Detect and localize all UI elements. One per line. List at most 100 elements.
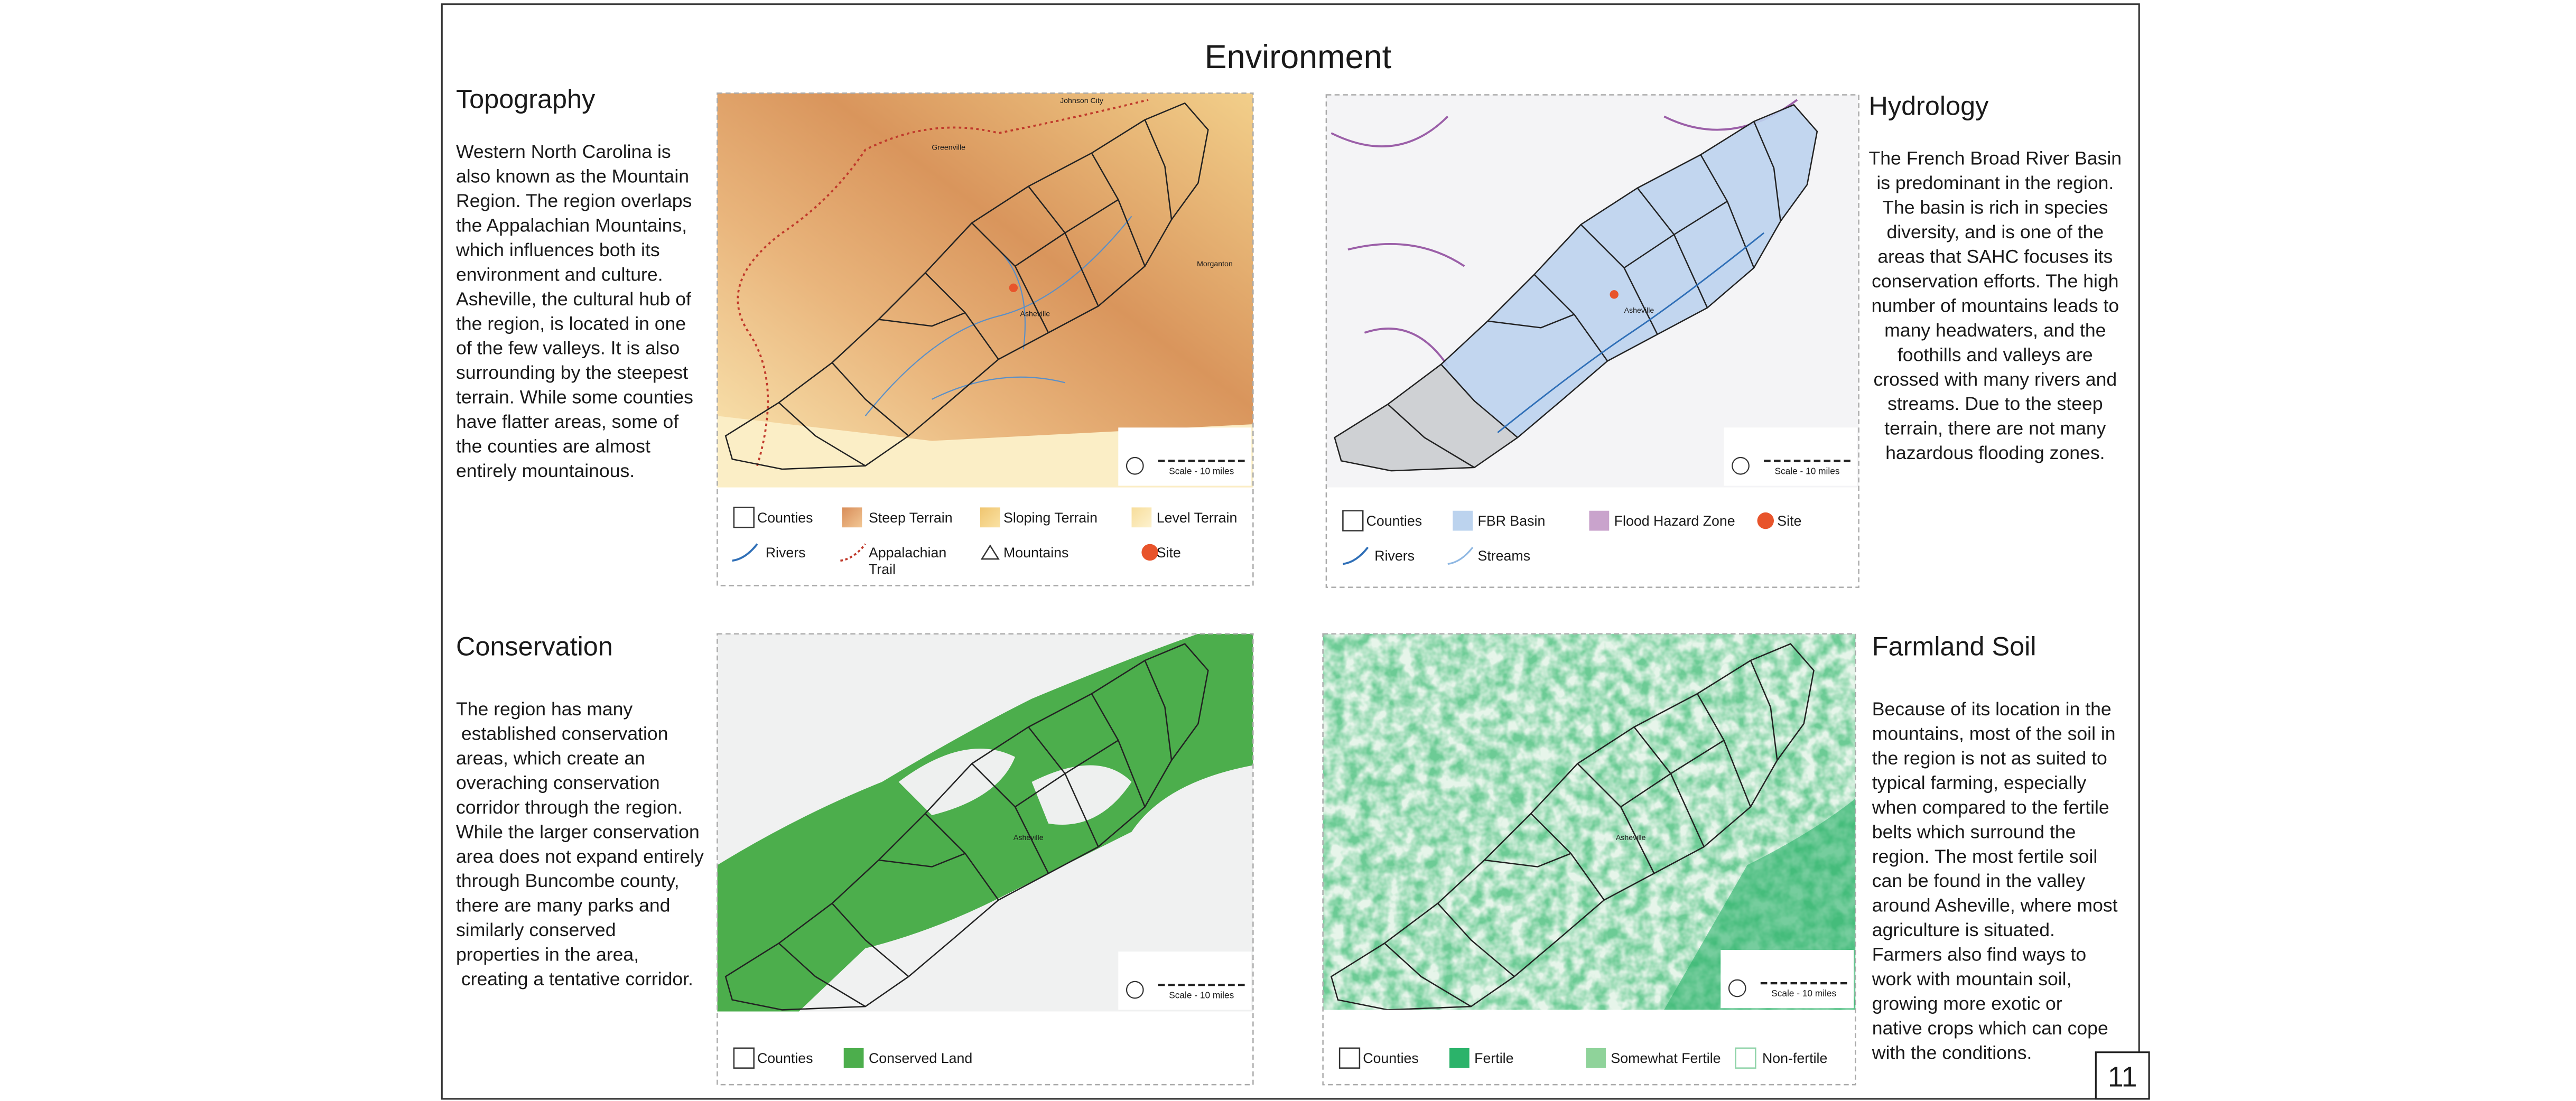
map-panel: [1322, 633, 1856, 1086]
legend-swatch: [843, 1048, 864, 1068]
map-panel: [717, 633, 1254, 1086]
body-line: area does not expand entirely: [456, 846, 704, 867]
body-line: similarly conserved: [456, 919, 616, 940]
other-basin: [1334, 364, 1518, 471]
body-line: region. The most fertile soil: [1872, 846, 2097, 867]
scale-label: Scale - 10 miles: [1774, 465, 1839, 476]
body-line: streams. Due to the steep: [1887, 393, 2103, 414]
scale-label: Scale - 10 miles: [1771, 988, 1836, 999]
site: [1610, 290, 1619, 299]
legend-swatch: [1343, 546, 1369, 565]
river: [1497, 232, 1764, 433]
map-label: Asheville: [1013, 834, 1044, 842]
body-line: is predominant in the region.: [1876, 172, 2114, 193]
counties-layer: [1334, 104, 1818, 472]
body-line: number of mountains leads to: [1871, 295, 2119, 316]
body-line: through Buncombe county,: [456, 870, 680, 891]
legend-swatch: [842, 507, 862, 528]
north-arrow: [1126, 456, 1144, 475]
legend-label: Conserved Land: [869, 1050, 972, 1066]
scale-label: Scale - 10 miles: [1169, 990, 1234, 1000]
body-line: around Asheville, where most: [1872, 895, 2118, 916]
legend-label: Fertile: [1474, 1050, 1513, 1066]
legend-swatch: [733, 1047, 755, 1069]
farmland-map: [1323, 633, 1856, 1010]
body-line: when compared to the fertile: [1872, 797, 2109, 818]
legend-label: Rivers: [1374, 548, 1415, 564]
body-line: there are many parks and: [456, 895, 670, 916]
legend-label: FBR Basin: [1477, 513, 1545, 529]
body-line: diversity, and is one of the: [1886, 221, 2104, 242]
body-line: belts which surround the: [1872, 821, 2076, 842]
legend-swatch: [1586, 1048, 1606, 1068]
rivers: [864, 216, 1132, 416]
map-label: Morganton: [1197, 260, 1233, 268]
legend-swatch: [980, 544, 1000, 560]
legend-label: Non-fertile: [1762, 1050, 1827, 1066]
body-line: Region. The region overlaps: [456, 190, 692, 211]
body-line: areas that SAHC focuses its: [1877, 246, 2113, 267]
body-line: growing more exotic or: [1872, 993, 2062, 1014]
body-line: work with mountain soil,: [1872, 968, 2072, 990]
legend-label: Streams: [1477, 548, 1530, 564]
legend-swatch: [1757, 512, 1774, 529]
scale-box: [1721, 950, 1854, 1009]
body-line: hazardous flooding zones.: [1885, 442, 2105, 463]
legend-label: Counties: [1366, 513, 1422, 529]
body-line: have flatter areas, some of: [456, 411, 678, 432]
legend-label: Site: [1157, 545, 1181, 561]
legend-swatch: [1453, 510, 1473, 531]
body-line: of the few valleys. It is also: [456, 338, 680, 359]
body-line: surrounding by the steepest: [456, 362, 688, 383]
body-line: Asheville, the cultural hub of: [456, 288, 691, 310]
section-heading: Topography: [456, 84, 596, 114]
legend-label: Somewhat Fertile: [1611, 1050, 1721, 1066]
body-line: terrain, there are not many: [1884, 418, 2106, 439]
legend-label: Rivers: [766, 545, 806, 561]
body-line: The basin is rich in species: [1882, 197, 2108, 218]
body-line: overaching conservation: [456, 772, 660, 793]
map-panel: [1325, 94, 1859, 588]
page-title: Environment: [1205, 39, 1392, 76]
body-line: properties in the area,: [456, 944, 639, 965]
body-line: The French Broad River Basin: [1869, 148, 2122, 169]
scale-box: [1118, 427, 1252, 486]
legend-label: Counties: [757, 510, 813, 526]
legend-swatch: [1447, 547, 1474, 565]
scale-box: [1118, 951, 1252, 1010]
body-line: Farmers also find ways to: [1872, 944, 2086, 965]
body-line: entirely mountainous.: [456, 460, 635, 481]
map-label: Johnson City: [1060, 97, 1104, 105]
conserved-land: [717, 633, 1253, 1012]
body-line: mountains, most of the soil in: [1872, 723, 2116, 744]
body-line: with the conditions.: [1872, 1042, 2032, 1063]
body-line: also known as the Mountain: [456, 166, 689, 187]
legend-swatch: [1735, 1047, 1756, 1069]
body-line: corridor through the region.: [456, 797, 683, 818]
map-label: Asheville: [1616, 834, 1646, 842]
body-line: Western North Carolina is: [456, 141, 671, 162]
legend-label: Mountains: [1003, 545, 1068, 561]
body-line: areas, which create an: [456, 748, 645, 769]
body-line: the region is not as suited to: [1872, 748, 2107, 769]
legend-swatch: [733, 507, 755, 528]
section-heading: Farmland Soil: [1872, 631, 2036, 661]
legend-swatch: [1449, 1048, 1470, 1068]
body-line: Because of its location in the: [1872, 698, 2112, 720]
legend-label: Counties: [757, 1050, 813, 1066]
legend-swatch: [1342, 510, 1364, 531]
body-line: crossed with many rivers and: [1873, 369, 2117, 390]
body-line: conservation efforts. The high: [1872, 270, 2118, 292]
body-line: terrain. While some counties: [456, 387, 693, 408]
map-label: Greenville: [932, 143, 965, 152]
body-line: many headwaters, and the: [1884, 320, 2106, 341]
map-label: Asheville: [1020, 310, 1050, 318]
map-panel: [717, 92, 1254, 586]
body-line: the Appalachian Mountains,: [456, 214, 687, 236]
body-line: the counties are almost: [456, 436, 650, 457]
body-line: typical farming, especially: [1872, 772, 2087, 793]
flood-zones: [1331, 99, 1798, 367]
legend-label: Sloping Terrain: [1003, 510, 1098, 526]
legend-label: Steep Terrain: [869, 510, 953, 526]
